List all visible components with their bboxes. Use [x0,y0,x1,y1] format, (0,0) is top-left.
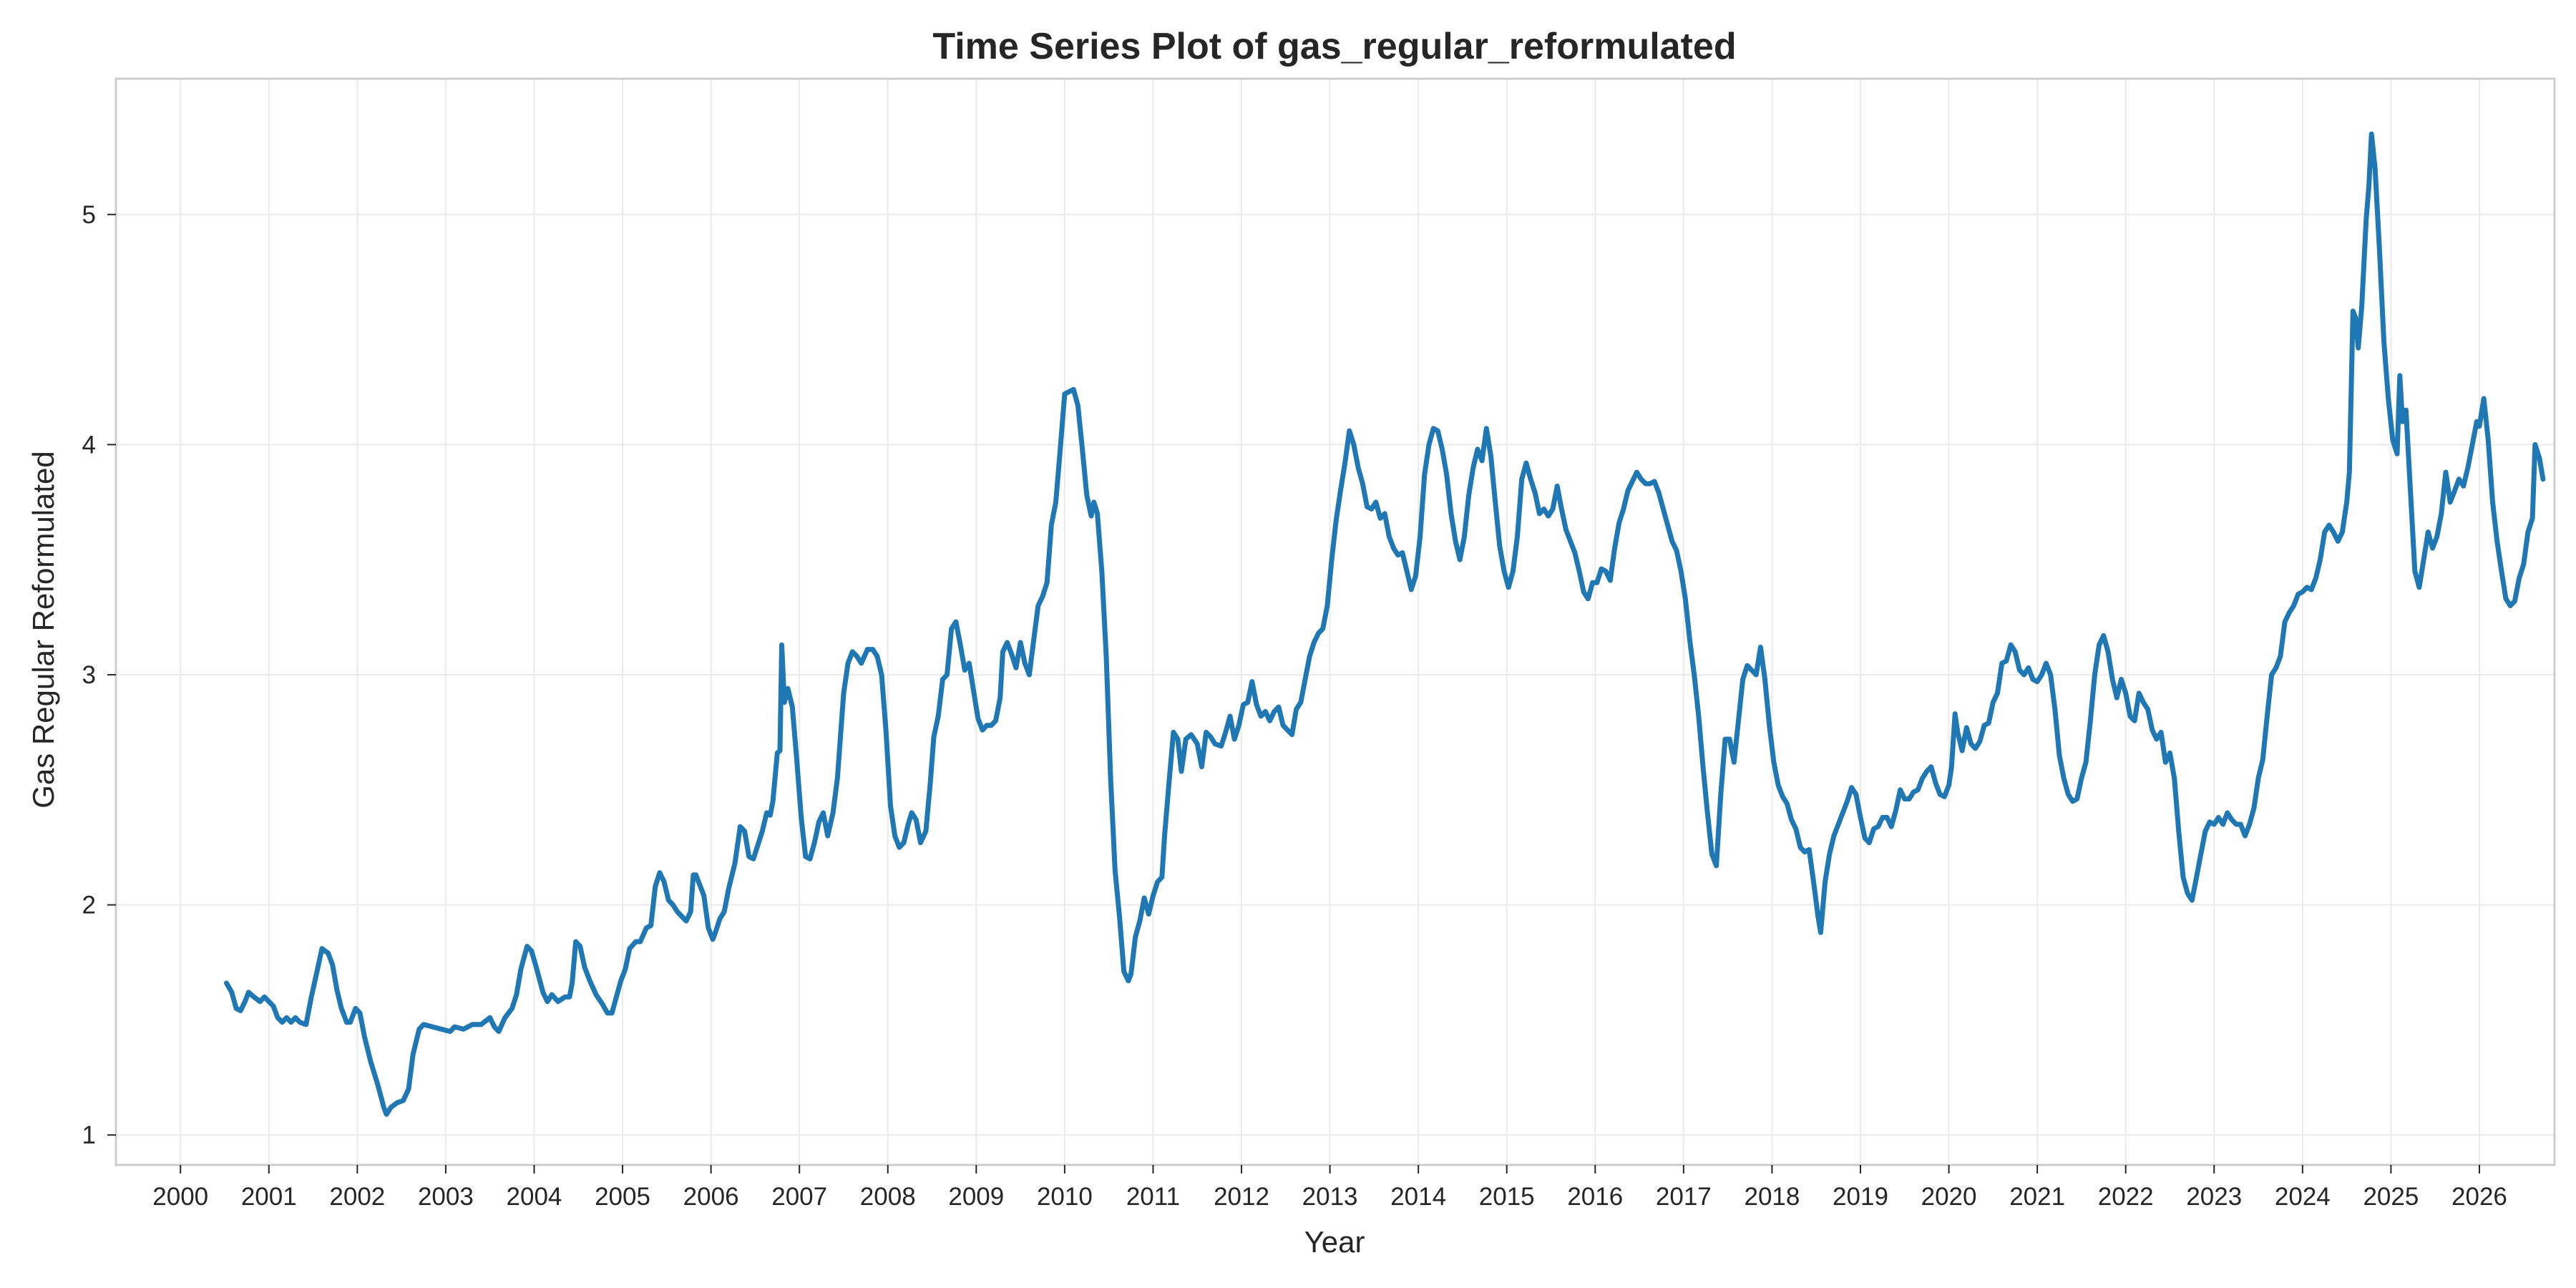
x-tick-label: 2013 [1302,1183,1358,1211]
x-tick-label: 2005 [595,1183,650,1211]
x-tick-label: 2019 [1833,1183,1888,1211]
x-tick-label: 2001 [241,1183,297,1211]
x-tick-label: 2024 [2275,1183,2331,1211]
series-group [224,131,2546,1117]
x-tick-label: 2020 [1921,1183,1977,1211]
plot-frame [114,77,2556,1166]
x-tick-label: 2006 [683,1183,739,1211]
y-tick-label: 5 [82,201,96,229]
x-tick-label: 2022 [2098,1183,2154,1211]
x-tick-label: 2016 [1567,1183,1623,1211]
x-tick-label: 2018 [1744,1183,1800,1211]
x-tick-label: 2009 [948,1183,1004,1211]
x-tick-label: 2003 [418,1183,474,1211]
x-tick-label: 2012 [1214,1183,1269,1211]
chart-title: Time Series Plot of gas_regular_reformul… [932,26,1736,67]
x-tick-label: 2007 [771,1183,827,1211]
x-tick-label: 2002 [329,1183,385,1211]
y-axis: 1 2 3 4 5 [82,201,116,1149]
y-axis-label: Gas Regular Reformulated [26,451,60,809]
x-axis: 2000 2001 2002 2003 2004 2005 2006 2007 2008 2009… [152,1165,2507,1211]
y-tick-label: 3 [82,661,96,689]
x-tick-label: 2017 [1656,1183,1712,1211]
y-tick-label: 4 [82,431,96,459]
x-tick-label: 2026 [2451,1183,2507,1211]
x-tick-label: 2008 [860,1183,916,1211]
x-tick-label: 2004 [507,1183,562,1211]
x-tick-label: 2010 [1037,1183,1093,1211]
x-tick-label: 2011 [1126,1183,1180,1211]
grid [116,79,2555,1165]
x-tick-label: 2021 [2009,1183,2065,1211]
x-tick-label: 2023 [2186,1183,2242,1211]
x-tick-label: 2000 [152,1183,208,1211]
y-tick-label: 1 [82,1121,96,1149]
series-line [224,131,2546,1117]
x-tick-label: 2014 [1390,1183,1446,1211]
x-tick-label: 2025 [2363,1183,2419,1211]
x-axis-label: Year [1304,1225,1365,1259]
x-tick-label: 2015 [1479,1183,1535,1211]
y-tick-label: 2 [82,892,96,919]
